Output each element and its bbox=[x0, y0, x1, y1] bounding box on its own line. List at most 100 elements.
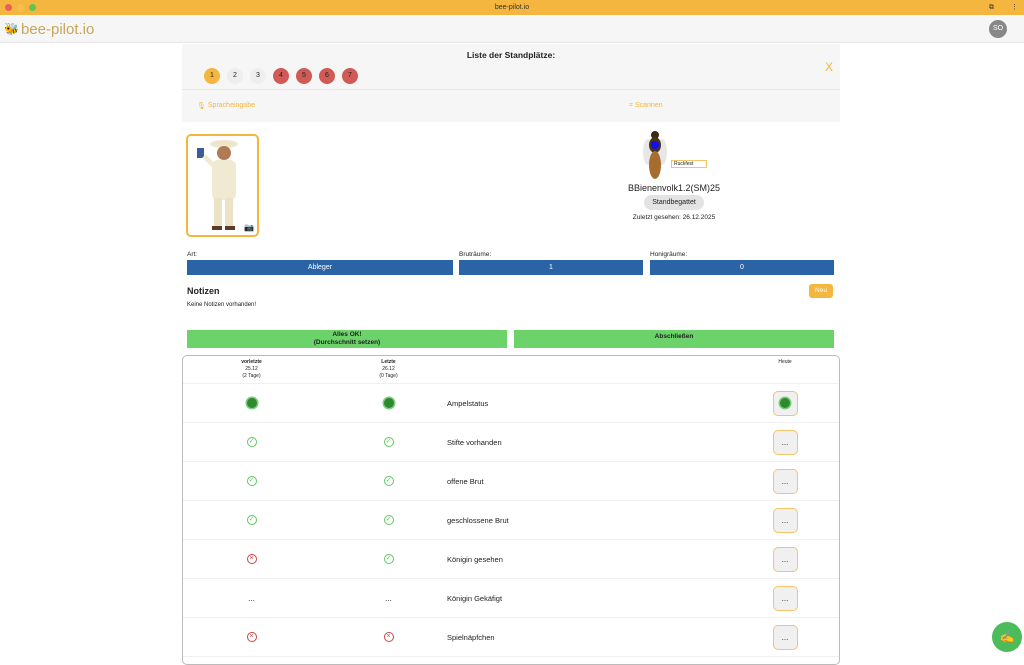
notes-empty: Keine Notizen vorhanden! bbox=[187, 302, 257, 308]
close-window-button[interactable] bbox=[5, 4, 12, 11]
avatar[interactable]: SO bbox=[989, 20, 1007, 38]
today-cell: ... bbox=[730, 618, 839, 656]
location-1[interactable]: 1 bbox=[204, 68, 220, 84]
check-icon: ✓ bbox=[383, 437, 394, 447]
today-title: Heute bbox=[778, 359, 792, 365]
logo-link[interactable]: 🐝 bee-pilot.io bbox=[4, 19, 94, 39]
queen-bee-image bbox=[643, 131, 667, 179]
last-header: Letzte 26.12 (0 Tage) bbox=[320, 356, 457, 383]
browser-title: bee-pilot.io bbox=[494, 4, 530, 11]
scan-button[interactable]: ⌗ Scannen bbox=[629, 102, 663, 110]
prev-cell bbox=[183, 384, 320, 422]
close-icon[interactable]: X bbox=[824, 60, 833, 74]
today-input-button[interactable]: ... bbox=[772, 624, 798, 650]
all-ok-label: Alles OK! bbox=[332, 331, 362, 338]
today-cell: ... bbox=[730, 540, 839, 578]
voice-input-button[interactable]: 🎙 Spracheingabe bbox=[197, 102, 255, 110]
app-header: 🐝 bee-pilot.io SO bbox=[0, 15, 1024, 43]
all-ok-button[interactable]: Alles OK! (Durchschnitt setzen) bbox=[187, 330, 507, 348]
mating-badge: Standbegattet bbox=[644, 195, 704, 210]
logo: bee-pilot.io bbox=[20, 20, 95, 38]
last-days: (0 Tage) bbox=[379, 373, 398, 379]
row-label: geschlossene Brut bbox=[447, 515, 509, 525]
last-cell: ✓ bbox=[320, 423, 457, 461]
prev-cell: ✓ bbox=[183, 501, 320, 539]
row-label: Königin gesehen bbox=[447, 554, 503, 564]
empty-value: ... bbox=[781, 476, 789, 486]
row-label: Königin Gekäfigt bbox=[447, 593, 503, 603]
last-cell: × bbox=[320, 618, 457, 656]
location-2[interactable]: 2 bbox=[227, 68, 243, 84]
signature-fab-button[interactable]: ✍ bbox=[992, 622, 1022, 652]
check-icon: ✓ bbox=[383, 515, 394, 525]
location-5[interactable]: 5 bbox=[296, 68, 312, 84]
prev-cell: × bbox=[183, 618, 320, 656]
art-label: Art: bbox=[187, 251, 198, 258]
location-7[interactable]: 7 bbox=[342, 68, 358, 84]
green-status-icon bbox=[383, 398, 394, 408]
check-icon: ✓ bbox=[383, 554, 394, 564]
maximize-window-button[interactable] bbox=[29, 4, 36, 11]
finish-button[interactable]: Abschließen bbox=[514, 330, 834, 348]
location-4[interactable]: 4 bbox=[273, 68, 289, 84]
check-icon: ✓ bbox=[246, 476, 257, 486]
queen-tag: Ruckfest bbox=[671, 160, 707, 168]
art-select[interactable]: Ableger bbox=[187, 260, 453, 275]
empty-value: ... bbox=[781, 593, 789, 603]
empty-value: ... bbox=[781, 632, 789, 642]
extension-icon[interactable]: ⧉ bbox=[989, 4, 994, 11]
beekeeper-illustration bbox=[197, 140, 238, 230]
today-cell: ... bbox=[730, 462, 839, 500]
today-cell: ... bbox=[730, 501, 839, 539]
prev-date: 25.12 bbox=[245, 366, 258, 372]
row-label: Stifte vorhanden bbox=[447, 437, 502, 447]
prev-cell: ✓ bbox=[183, 462, 320, 500]
table-row: Ampelstatus bbox=[183, 384, 839, 423]
today-input-button[interactable]: ... bbox=[772, 429, 798, 455]
inspection-table: vorletzte 25.12 (2 Tage) Letzte 26.12 (0 Tag… bbox=[182, 355, 840, 665]
location-3[interactable]: 3 bbox=[250, 68, 266, 84]
prev-days: (2 Tage) bbox=[242, 373, 261, 379]
last-cell: ✓ bbox=[320, 501, 457, 539]
empty-value: ... bbox=[781, 437, 789, 447]
beekeeper-photo[interactable]: 📷 bbox=[186, 134, 259, 237]
table-row: ✓ ✓ offene Brut... bbox=[183, 462, 839, 501]
last-date: 26.12 bbox=[382, 366, 395, 372]
check-icon: ✓ bbox=[246, 515, 257, 525]
divider bbox=[182, 89, 840, 90]
prev-cell: ✓ bbox=[183, 423, 320, 461]
cross-icon: × bbox=[383, 632, 394, 642]
last-cell: ... bbox=[320, 579, 457, 617]
new-note-button[interactable]: Neu bbox=[809, 284, 833, 298]
today-input-button[interactable]: ... bbox=[772, 585, 798, 611]
voice-input-label: Spracheingabe bbox=[207, 102, 255, 109]
today-input-button[interactable]: ... bbox=[772, 507, 798, 533]
minimize-window-button[interactable] bbox=[17, 4, 24, 11]
notes-title: Notizen bbox=[187, 286, 220, 296]
table-row: ...... Königin Gekäfigt... bbox=[183, 579, 839, 618]
browser-titlebar: bee-pilot.io ⧉ ⋮ bbox=[0, 0, 1024, 15]
row-label: Spielnäpfchen bbox=[447, 632, 495, 642]
bee-logo-icon: 🐝 bbox=[4, 22, 19, 36]
today-input-button[interactable] bbox=[772, 390, 798, 416]
menu-icon[interactable]: ⋮ bbox=[1011, 4, 1018, 11]
table-row: × ✓ Königin gesehen... bbox=[183, 540, 839, 579]
honey-select[interactable]: 0 bbox=[650, 260, 834, 275]
today-header: Heute bbox=[730, 356, 839, 383]
scan-icon: ⌗ bbox=[629, 102, 633, 109]
today-input-button[interactable]: ... bbox=[772, 546, 798, 572]
check-icon: ✓ bbox=[246, 437, 257, 447]
prev-cell: ... bbox=[183, 579, 320, 617]
brood-label: Bruträume: bbox=[459, 251, 492, 258]
last-title: Letzte bbox=[381, 359, 396, 365]
last-cell bbox=[320, 384, 457, 422]
location-6[interactable]: 6 bbox=[319, 68, 335, 84]
cross-icon: × bbox=[246, 632, 257, 642]
empty-value: ... bbox=[781, 554, 789, 564]
prev-title: vorletzte bbox=[241, 359, 262, 365]
today-input-button[interactable]: ... bbox=[772, 468, 798, 494]
all-ok-sublabel: (Durchschnitt setzen) bbox=[313, 339, 381, 346]
brood-select[interactable]: 1 bbox=[459, 260, 643, 275]
camera-icon[interactable]: 📷 bbox=[244, 223, 254, 232]
